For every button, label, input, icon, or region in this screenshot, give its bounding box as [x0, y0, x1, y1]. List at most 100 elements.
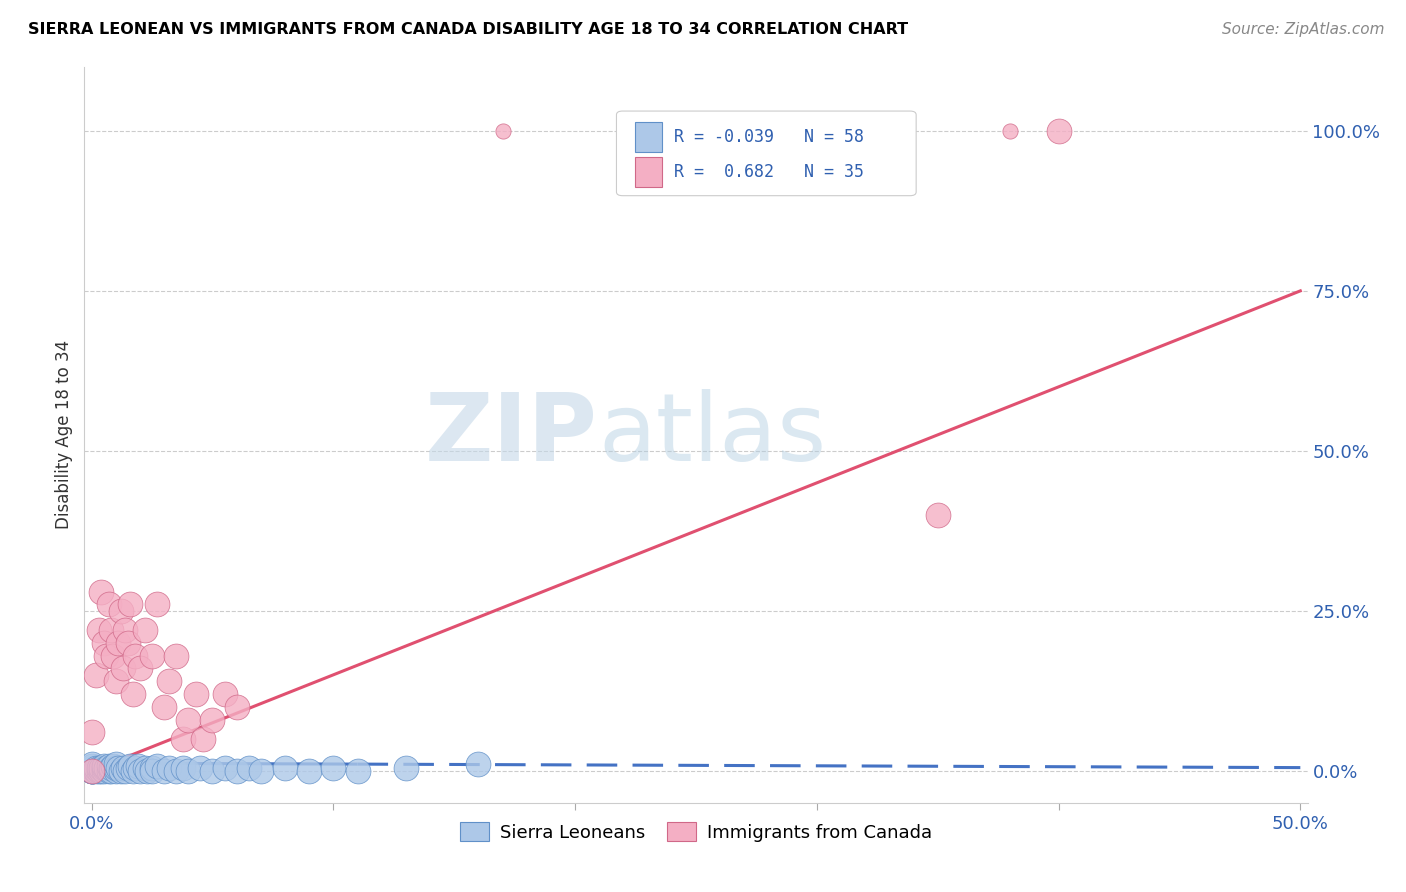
Point [250, 764, 273, 778]
Point [134, 761, 156, 775]
Point [214, 761, 236, 775]
Point [201, 764, 224, 778]
Point [129, 661, 152, 675]
Point [238, 761, 260, 775]
Point [1047, 124, 1070, 138]
Point [80, 764, 103, 778]
Point [395, 761, 418, 775]
Point [80, 757, 103, 772]
Point [112, 761, 135, 775]
Point [93, 761, 115, 775]
Point [94, 761, 117, 775]
Point [165, 648, 187, 663]
FancyBboxPatch shape [636, 157, 662, 186]
Point [214, 687, 236, 701]
Point [141, 648, 163, 663]
Point [103, 758, 125, 772]
Point [157, 761, 180, 775]
Point [172, 761, 194, 775]
Point [104, 764, 127, 778]
Point [177, 764, 200, 778]
Point [467, 757, 489, 772]
Point [80, 764, 103, 778]
Point [87, 761, 110, 775]
Point [97, 764, 120, 778]
Point [80, 764, 103, 778]
Point [191, 731, 214, 746]
Point [120, 598, 142, 612]
Point [127, 758, 149, 772]
Point [121, 764, 143, 778]
Point [87, 623, 110, 637]
Point [129, 764, 152, 778]
Point [97, 598, 120, 612]
FancyBboxPatch shape [636, 122, 662, 152]
Point [100, 623, 122, 637]
Point [117, 636, 139, 650]
Point [90, 584, 112, 599]
Text: R = -0.039   N = 58: R = -0.039 N = 58 [673, 128, 863, 145]
Point [86, 668, 108, 682]
Point [107, 761, 129, 775]
Point [93, 764, 115, 778]
Point [172, 731, 194, 746]
Y-axis label: Disability Age 18 to 34: Disability Age 18 to 34 [55, 340, 73, 530]
Text: atlas: atlas [598, 389, 827, 481]
Point [177, 713, 200, 727]
Point [114, 623, 136, 637]
Point [97, 758, 120, 772]
Point [121, 687, 143, 701]
Point [157, 674, 180, 689]
Point [107, 636, 129, 650]
Point [346, 764, 368, 778]
Point [94, 648, 117, 663]
Point [153, 764, 176, 778]
Text: Source: ZipAtlas.com: Source: ZipAtlas.com [1222, 22, 1385, 37]
Point [104, 674, 127, 689]
Point [120, 758, 142, 772]
Text: ZIP: ZIP [425, 389, 598, 481]
Point [153, 699, 176, 714]
Point [87, 764, 110, 778]
Point [117, 761, 139, 775]
Point [104, 757, 127, 772]
Point [104, 761, 127, 775]
Point [225, 764, 247, 778]
Point [86, 764, 108, 778]
Point [110, 764, 132, 778]
Point [103, 648, 125, 663]
Point [201, 713, 224, 727]
Point [927, 508, 949, 522]
Point [146, 598, 169, 612]
Point [93, 758, 115, 772]
Point [86, 761, 108, 775]
Point [90, 764, 112, 778]
Point [100, 761, 122, 775]
Point [165, 764, 187, 778]
Point [184, 687, 207, 701]
Point [112, 661, 135, 675]
Point [141, 761, 163, 775]
Point [93, 636, 115, 650]
Point [141, 764, 163, 778]
Point [114, 764, 136, 778]
Point [100, 764, 122, 778]
FancyBboxPatch shape [616, 111, 917, 195]
Point [146, 758, 169, 772]
Point [322, 761, 344, 775]
Point [134, 623, 156, 637]
Point [80, 764, 103, 778]
Legend: Sierra Leoneans, Immigrants from Canada: Sierra Leoneans, Immigrants from Canada [453, 815, 939, 849]
Point [1000, 124, 1022, 138]
Point [274, 761, 297, 775]
Point [136, 764, 159, 778]
Point [298, 764, 321, 778]
Point [491, 124, 513, 138]
Point [110, 604, 132, 618]
Point [80, 725, 103, 739]
Point [225, 699, 247, 714]
Point [190, 761, 212, 775]
Point [80, 764, 103, 778]
Point [80, 764, 103, 778]
Point [90, 761, 112, 775]
